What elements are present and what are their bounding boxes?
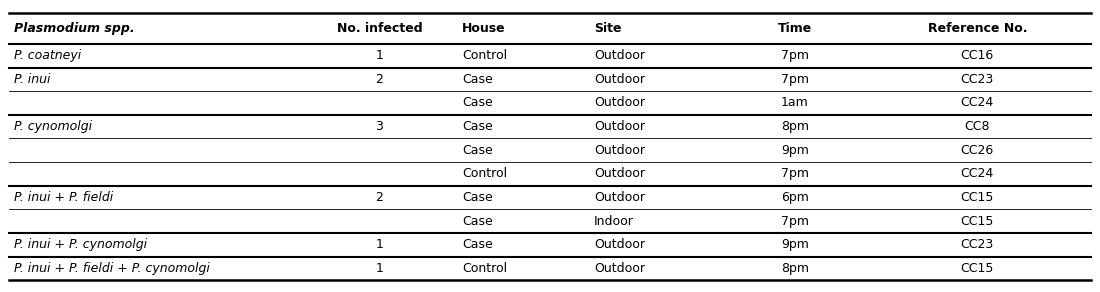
Text: CC23: CC23	[960, 238, 994, 251]
Text: 2: 2	[375, 73, 384, 86]
Text: Case: Case	[462, 73, 493, 86]
Text: Outdoor: Outdoor	[594, 144, 645, 157]
Text: Case: Case	[462, 144, 493, 157]
Text: CC15: CC15	[960, 215, 994, 228]
Text: Outdoor: Outdoor	[594, 96, 645, 110]
Text: Outdoor: Outdoor	[594, 262, 645, 275]
Text: CC15: CC15	[960, 191, 994, 204]
Text: P. inui + P. cynomolgi: P. inui + P. cynomolgi	[14, 238, 147, 251]
Text: Outdoor: Outdoor	[594, 167, 645, 180]
Text: P. inui + P. fieldi + P. cynomolgi: P. inui + P. fieldi + P. cynomolgi	[14, 262, 210, 275]
Text: Reference No.: Reference No.	[927, 22, 1027, 35]
Text: 8pm: 8pm	[781, 262, 808, 275]
Text: CC24: CC24	[960, 167, 994, 180]
Text: 1: 1	[375, 238, 384, 251]
Text: House: House	[462, 22, 506, 35]
Text: Time: Time	[778, 22, 812, 35]
Text: Case: Case	[462, 96, 493, 110]
Text: Case: Case	[462, 215, 493, 228]
Text: Outdoor: Outdoor	[594, 191, 645, 204]
Text: 6pm: 6pm	[781, 191, 808, 204]
Text: Control: Control	[462, 49, 507, 62]
Text: CC15: CC15	[960, 262, 994, 275]
Text: Outdoor: Outdoor	[594, 238, 645, 251]
Text: 1: 1	[375, 49, 384, 62]
Text: Outdoor: Outdoor	[594, 73, 645, 86]
Text: P. coatneyi: P. coatneyi	[14, 49, 81, 62]
Text: CC24: CC24	[960, 96, 994, 110]
Text: Outdoor: Outdoor	[594, 49, 645, 62]
Text: P. inui + P. fieldi: P. inui + P. fieldi	[14, 191, 113, 204]
Text: 7pm: 7pm	[781, 167, 808, 180]
Text: 9pm: 9pm	[781, 238, 808, 251]
Text: Case: Case	[462, 120, 493, 133]
Text: Control: Control	[462, 262, 507, 275]
Text: 8pm: 8pm	[781, 120, 808, 133]
Text: 7pm: 7pm	[781, 73, 808, 86]
Text: P. inui: P. inui	[14, 73, 51, 86]
Text: Outdoor: Outdoor	[594, 120, 645, 133]
Text: CC23: CC23	[960, 73, 994, 86]
Text: P. cynomolgi: P. cynomolgi	[14, 120, 92, 133]
Text: 7pm: 7pm	[781, 215, 808, 228]
Text: 7pm: 7pm	[781, 49, 808, 62]
Text: 1am: 1am	[781, 96, 808, 110]
Text: No. infected: No. infected	[337, 22, 422, 35]
Text: 3: 3	[375, 120, 384, 133]
Text: Control: Control	[462, 167, 507, 180]
Text: Plasmodium spp.: Plasmodium spp.	[14, 22, 135, 35]
Text: Case: Case	[462, 191, 493, 204]
Text: Site: Site	[594, 22, 621, 35]
Text: Indoor: Indoor	[594, 215, 634, 228]
Text: 1: 1	[375, 262, 384, 275]
Text: Case: Case	[462, 238, 493, 251]
Text: CC8: CC8	[965, 120, 990, 133]
Text: 9pm: 9pm	[781, 144, 808, 157]
Text: 2: 2	[375, 191, 384, 204]
Text: CC26: CC26	[960, 144, 994, 157]
Text: CC16: CC16	[960, 49, 994, 62]
